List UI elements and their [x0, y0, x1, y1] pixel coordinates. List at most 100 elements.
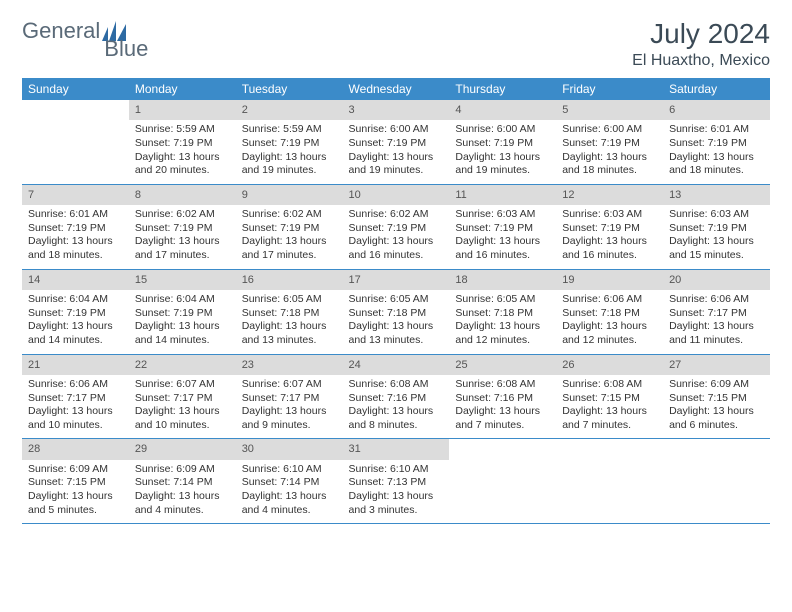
sunrise-line: Sunrise: 6:05 AM — [349, 293, 444, 307]
day-number: 15 — [129, 270, 236, 290]
daylight-line: Daylight: 13 hours and 18 minutes. — [669, 151, 764, 178]
day-number: 31 — [343, 439, 450, 459]
day-details: Sunrise: 6:03 AMSunset: 7:19 PMDaylight:… — [449, 205, 556, 269]
calendar-day-cell: 25 Sunrise: 6:08 AMSunset: 7:16 PMDayligh… — [449, 354, 556, 439]
day-number: 7 — [22, 185, 129, 205]
sunset-line: Sunset: 7:15 PM — [28, 476, 123, 490]
day-details: Sunrise: 6:06 AMSunset: 7:17 PMDaylight:… — [22, 375, 129, 439]
sunrise-line: Sunrise: 6:09 AM — [28, 463, 123, 477]
sunrise-line: Sunrise: 6:08 AM — [349, 378, 444, 392]
logo-text-general: General — [22, 18, 100, 44]
day-number: 29 — [129, 439, 236, 459]
calendar-day-cell: 5Sunrise: 6:00 AMSunset: 7:19 PMDaylight… — [556, 100, 663, 184]
day-details: Sunrise: 6:02 AMSunset: 7:19 PMDaylight:… — [343, 205, 450, 269]
day-details: Sunrise: 6:01 AMSunset: 7:19 PMDaylight:… — [22, 205, 129, 269]
calendar-day-cell: 19Sunrise: 6:06 AMSunset: 7:18 PMDayligh… — [556, 269, 663, 354]
sunset-line: Sunset: 7:17 PM — [135, 392, 230, 406]
day-number: 18 — [449, 270, 556, 290]
sunset-line: Sunset: 7:15 PM — [669, 392, 764, 406]
sunrise-line: Sunrise: 5:59 AM — [135, 123, 230, 137]
sunrise-line: Sunrise: 6:10 AM — [242, 463, 337, 477]
calendar-week-row: 7Sunrise: 6:01 AMSunset: 7:19 PMDaylight… — [22, 184, 770, 269]
day-header: Monday — [129, 78, 236, 100]
day-details: Sunrise: 6:07 AMSunset: 7:17 PMDaylight:… — [129, 375, 236, 439]
day-number: 12 — [556, 185, 663, 205]
sunrise-line: Sunrise: 6:05 AM — [455, 293, 550, 307]
day-number: 24 — [343, 355, 450, 375]
sunset-line: Sunset: 7:19 PM — [135, 137, 230, 151]
calendar-day-cell — [556, 439, 663, 524]
day-number: 27 — [663, 355, 770, 375]
day-header: Tuesday — [236, 78, 343, 100]
calendar-day-cell: 31Sunrise: 6:10 AMSunset: 7:13 PMDayligh… — [343, 439, 450, 524]
daylight-line: Daylight: 13 hours and 8 minutes. — [349, 405, 444, 432]
sunrise-line: Sunrise: 6:04 AM — [135, 293, 230, 307]
day-details: Sunrise: 5:59 AMSunset: 7:19 PMDaylight:… — [129, 120, 236, 184]
calendar-day-cell: 24 Sunrise: 6:08 AMSunset: 7:16 PMDayligh… — [343, 354, 450, 439]
day-number: 25 — [449, 355, 556, 375]
daylight-line: Daylight: 13 hours and 7 minutes. — [455, 405, 550, 432]
daylight-line: Daylight: 13 hours and 14 minutes. — [135, 320, 230, 347]
location: El Huaxtho, Mexico — [632, 52, 770, 70]
sunrise-line: Sunrise: 6:01 AM — [28, 208, 123, 222]
calendar-day-cell: 3Sunrise: 6:00 AMSunset: 7:19 PMDaylight… — [343, 100, 450, 184]
daylight-line: Daylight: 13 hours and 10 minutes. — [135, 405, 230, 432]
day-number: 2 — [236, 100, 343, 120]
calendar-day-cell: 6Sunrise: 6:01 AMSunset: 7:19 PMDaylight… — [663, 100, 770, 184]
calendar-day-cell: 18Sunrise: 6:05 AMSunset: 7:18 PMDayligh… — [449, 269, 556, 354]
sunrise-line: Sunrise: 6:03 AM — [455, 208, 550, 222]
day-number: 5 — [556, 100, 663, 120]
day-header: Saturday — [663, 78, 770, 100]
calendar-day-cell: 10Sunrise: 6:02 AMSunset: 7:19 PMDayligh… — [343, 184, 450, 269]
sunrise-line: Sunrise: 6:08 AM — [455, 378, 550, 392]
day-header: Wednesday — [343, 78, 450, 100]
day-details: Sunrise: 6:06 AMSunset: 7:18 PMDaylight:… — [556, 290, 663, 354]
daylight-line: Daylight: 13 hours and 18 minutes. — [562, 151, 657, 178]
daylight-line: Daylight: 13 hours and 16 minutes. — [349, 235, 444, 262]
daylight-line: Daylight: 13 hours and 12 minutes. — [562, 320, 657, 347]
daylight-line: Daylight: 13 hours and 20 minutes. — [135, 151, 230, 178]
sunset-line: Sunset: 7:19 PM — [455, 222, 550, 236]
calendar-day-cell: 12Sunrise: 6:03 AMSunset: 7:19 PMDayligh… — [556, 184, 663, 269]
calendar-day-cell: 22Sunrise: 6:07 AMSunset: 7:17 PMDayligh… — [129, 354, 236, 439]
calendar-day-cell: 20Sunrise: 6:06 AMSunset: 7:17 PMDayligh… — [663, 269, 770, 354]
day-details: Sunrise: 6:05 AMSunset: 7:18 PMDaylight:… — [236, 290, 343, 354]
calendar-day-cell: 8Sunrise: 6:02 AMSunset: 7:19 PMDaylight… — [129, 184, 236, 269]
logo: General Blue — [22, 18, 148, 44]
daylight-line: Daylight: 13 hours and 17 minutes. — [135, 235, 230, 262]
sunset-line: Sunset: 7:16 PM — [455, 392, 550, 406]
calendar-day-cell: 29Sunrise: 6:09 AMSunset: 7:14 PMDayligh… — [129, 439, 236, 524]
sunset-line: Sunset: 7:18 PM — [562, 307, 657, 321]
day-number: 22 — [129, 355, 236, 375]
calendar-day-cell: 15Sunrise: 6:04 AMSunset: 7:19 PMDayligh… — [129, 269, 236, 354]
sunrise-line: Sunrise: 6:03 AM — [669, 208, 764, 222]
sunrise-line: Sunrise: 6:07 AM — [135, 378, 230, 392]
calendar-day-cell — [663, 439, 770, 524]
day-details: Sunrise: 6:02 AMSunset: 7:19 PMDaylight:… — [236, 205, 343, 269]
day-number: 28 — [22, 439, 129, 459]
sunset-line: Sunset: 7:19 PM — [28, 307, 123, 321]
daylight-line: Daylight: 13 hours and 7 minutes. — [562, 405, 657, 432]
day-number: 13 — [663, 185, 770, 205]
sunrise-line: Sunrise: 6:00 AM — [455, 123, 550, 137]
day-header: Friday — [556, 78, 663, 100]
daylight-line: Daylight: 13 hours and 19 minutes. — [455, 151, 550, 178]
calendar-day-cell: 21Sunrise: 6:06 AMSunset: 7:17 PMDayligh… — [22, 354, 129, 439]
day-number: 17 — [343, 270, 450, 290]
day-details: Sunrise: 6:03 AMSunset: 7:19 PMDaylight:… — [556, 205, 663, 269]
day-number: 26 — [556, 355, 663, 375]
calendar-day-cell: 28Sunrise: 6:09 AMSunset: 7:15 PMDayligh… — [22, 439, 129, 524]
sunrise-line: Sunrise: 6:09 AM — [135, 463, 230, 477]
day-number: 10 — [343, 185, 450, 205]
sunset-line: Sunset: 7:19 PM — [562, 137, 657, 151]
calendar-day-cell: 16Sunrise: 6:05 AMSunset: 7:18 PMDayligh… — [236, 269, 343, 354]
daylight-line: Daylight: 13 hours and 19 minutes. — [242, 151, 337, 178]
sunset-line: Sunset: 7:16 PM — [349, 392, 444, 406]
calendar-day-cell: 17Sunrise: 6:05 AMSunset: 7:18 PMDayligh… — [343, 269, 450, 354]
daylight-line: Daylight: 13 hours and 9 minutes. — [242, 405, 337, 432]
logo-text-blue: Blue — [104, 36, 148, 62]
day-number: 30 — [236, 439, 343, 459]
day-number: 16 — [236, 270, 343, 290]
daylight-line: Daylight: 13 hours and 6 minutes. — [669, 405, 764, 432]
sunset-line: Sunset: 7:19 PM — [455, 137, 550, 151]
